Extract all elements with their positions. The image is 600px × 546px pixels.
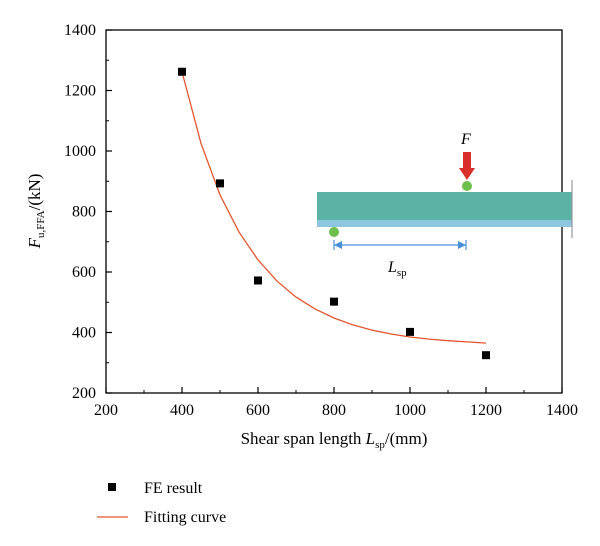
x-tick-label: 200 xyxy=(94,402,118,419)
force-arrow-shaft xyxy=(463,152,471,170)
x-tick-label: 600 xyxy=(246,402,270,419)
x-tick-label: 1200 xyxy=(470,402,502,419)
beam-bottom-flange xyxy=(317,220,572,227)
fe-result-point xyxy=(216,179,224,188)
legend-marker-fe-result xyxy=(108,483,116,491)
x-tick-label: 400 xyxy=(170,402,194,419)
fe-result-point xyxy=(482,351,490,360)
x-tick-label: 800 xyxy=(322,402,346,419)
beam-schematic: F Lsp xyxy=(317,131,573,279)
data-marks xyxy=(178,67,490,360)
fe-result-point xyxy=(178,67,186,76)
fe-result-point xyxy=(406,327,414,336)
y-tick-label: 400 xyxy=(72,325,96,342)
force-label: F xyxy=(460,131,471,148)
y-tick-label: 200 xyxy=(72,385,96,402)
fitting-curve-line xyxy=(181,71,487,344)
legend-label-fitting-curve: Fitting curve xyxy=(144,509,226,526)
beam-body xyxy=(317,192,572,220)
y-tick-label: 600 xyxy=(72,264,96,281)
span-label: Lsp xyxy=(387,259,407,279)
x-tick-label: 1400 xyxy=(546,402,578,419)
y-tick-label: 1400 xyxy=(64,22,96,39)
support-point xyxy=(329,227,339,237)
force-arrow-head xyxy=(459,168,475,180)
x-tick-label: 1000 xyxy=(394,402,426,419)
y-tick-label: 800 xyxy=(72,204,96,221)
x-axis-title: Shear span length Lsp/(mm) xyxy=(241,429,428,451)
span-dim-arrow-left xyxy=(334,241,342,249)
span-dim-arrow-right xyxy=(458,241,466,249)
fe-result-point xyxy=(330,297,338,306)
legend-label-fe-result: FE result xyxy=(144,480,203,497)
axis-ticks: 200 400 600 800 1000 1200 1400 200 400 600 800 1000… xyxy=(64,22,578,419)
legend: FE result Fitting curve xyxy=(97,480,226,526)
y-tick-label: 1000 xyxy=(64,143,96,160)
y-axis-title: Fu,FFA/(kN) xyxy=(25,174,47,250)
y-tick-label: 1200 xyxy=(64,83,96,100)
load-point xyxy=(462,181,472,191)
fe-result-point xyxy=(254,276,262,285)
